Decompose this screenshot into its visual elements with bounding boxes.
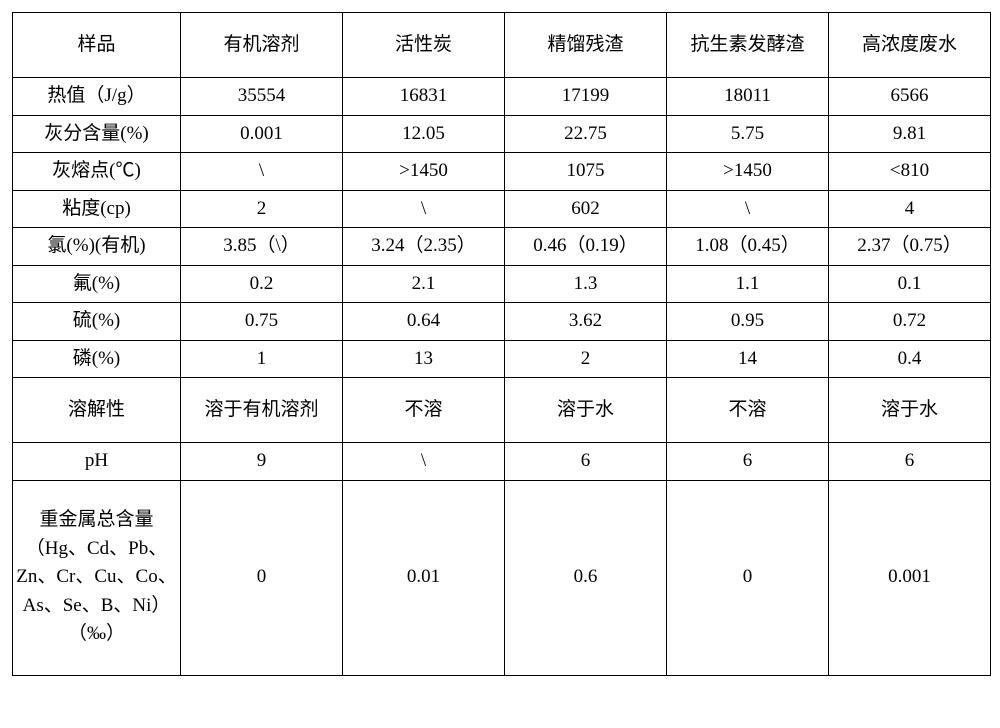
cell: 0.46（0.19）: [505, 228, 667, 266]
cell: 不溶: [667, 378, 829, 443]
cell: 16831: [343, 78, 505, 116]
cell: \: [181, 153, 343, 191]
cell: 0.001: [181, 115, 343, 153]
table-row: 粘度(cp) 2 \ 602 \ 4: [13, 190, 991, 228]
cell: 12.05: [343, 115, 505, 153]
cell: 3.85（\）: [181, 228, 343, 266]
table-header-row: 样品 有机溶剂 活性炭 精馏残渣 抗生素发酵渣 高浓度废水: [13, 13, 991, 78]
header-col-4: 抗生素发酵渣: [667, 13, 829, 78]
cell: 9.81: [829, 115, 991, 153]
cell: 6: [505, 443, 667, 481]
cell: 0.001: [829, 480, 991, 675]
header-sample: 样品: [13, 13, 181, 78]
cell: 2: [181, 190, 343, 228]
cell: <810: [829, 153, 991, 191]
cell: >1450: [667, 153, 829, 191]
cell: 17199: [505, 78, 667, 116]
cell: 溶于水: [829, 378, 991, 443]
cell: 2: [505, 340, 667, 378]
cell: 3.62: [505, 303, 667, 341]
cell: 1075: [505, 153, 667, 191]
header-col-5: 高浓度废水: [829, 13, 991, 78]
cell: 1.3: [505, 265, 667, 303]
cell: 0.6: [505, 480, 667, 675]
cell: 14: [667, 340, 829, 378]
table-row: 重金属总含量（Hg、Cd、Pb、Zn、Cr、Cu、Co、As、Se、B、Ni）（…: [13, 480, 991, 675]
cell: 0.1: [829, 265, 991, 303]
cell: 6: [829, 443, 991, 481]
cell: 1: [181, 340, 343, 378]
header-col-3: 精馏残渣: [505, 13, 667, 78]
table-row: 灰分含量(%) 0.001 12.05 22.75 5.75 9.81: [13, 115, 991, 153]
cell: 6: [667, 443, 829, 481]
table-row: pH 9 \ 6 6 6: [13, 443, 991, 481]
table-row: 氯(%)(有机) 3.85（\） 3.24（2.35） 0.46（0.19） 1…: [13, 228, 991, 266]
cell: \: [343, 190, 505, 228]
cell: 0.4: [829, 340, 991, 378]
header-col-2: 活性炭: [343, 13, 505, 78]
row-label: pH: [13, 443, 181, 481]
cell: >1450: [343, 153, 505, 191]
row-label: 氟(%): [13, 265, 181, 303]
cell: 0.2: [181, 265, 343, 303]
cell: 9: [181, 443, 343, 481]
table-row: 硫(%) 0.75 0.64 3.62 0.95 0.72: [13, 303, 991, 341]
row-label: 灰分含量(%): [13, 115, 181, 153]
cell: 6566: [829, 78, 991, 116]
cell: 0.64: [343, 303, 505, 341]
cell: 602: [505, 190, 667, 228]
table-row: 溶解性 溶于有机溶剂 不溶 溶于水 不溶 溶于水: [13, 378, 991, 443]
table-row: 磷(%) 1 13 2 14 0.4: [13, 340, 991, 378]
cell: 不溶: [343, 378, 505, 443]
row-label: 硫(%): [13, 303, 181, 341]
cell: 0: [667, 480, 829, 675]
cell: 0: [181, 480, 343, 675]
cell: 35554: [181, 78, 343, 116]
row-label: 热值（J/g）: [13, 78, 181, 116]
cell: 18011: [667, 78, 829, 116]
cell: 2.1: [343, 265, 505, 303]
row-label: 磷(%): [13, 340, 181, 378]
cell: 0.72: [829, 303, 991, 341]
cell: 1.1: [667, 265, 829, 303]
cell: \: [667, 190, 829, 228]
cell: 22.75: [505, 115, 667, 153]
header-col-1: 有机溶剂: [181, 13, 343, 78]
cell: \: [343, 443, 505, 481]
cell: 2.37（0.75）: [829, 228, 991, 266]
row-label: 灰熔点(℃): [13, 153, 181, 191]
table-row: 热值（J/g） 35554 16831 17199 18011 6566: [13, 78, 991, 116]
cell: 0.01: [343, 480, 505, 675]
row-label: 粘度(cp): [13, 190, 181, 228]
cell: 溶于有机溶剂: [181, 378, 343, 443]
cell: 0.95: [667, 303, 829, 341]
cell: 0.75: [181, 303, 343, 341]
row-label: 重金属总含量（Hg、Cd、Pb、Zn、Cr、Cu、Co、As、Se、B、Ni）（…: [13, 480, 181, 675]
cell: 溶于水: [505, 378, 667, 443]
table-row: 灰熔点(℃) \ >1450 1075 >1450 <810: [13, 153, 991, 191]
row-label: 氯(%)(有机): [13, 228, 181, 266]
table-row: 氟(%) 0.2 2.1 1.3 1.1 0.1: [13, 265, 991, 303]
cell: 5.75: [667, 115, 829, 153]
cell: 4: [829, 190, 991, 228]
properties-table: 样品 有机溶剂 活性炭 精馏残渣 抗生素发酵渣 高浓度废水 热值（J/g） 35…: [12, 12, 991, 676]
cell: 13: [343, 340, 505, 378]
cell: 3.24（2.35）: [343, 228, 505, 266]
cell: 1.08（0.45）: [667, 228, 829, 266]
row-label: 溶解性: [13, 378, 181, 443]
